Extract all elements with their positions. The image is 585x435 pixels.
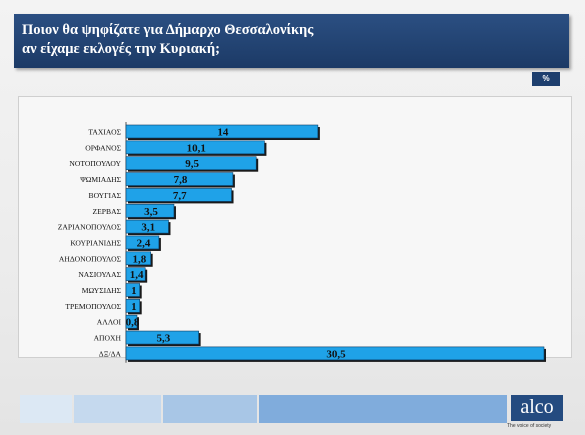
footer-block xyxy=(74,395,161,423)
bar xyxy=(125,124,319,139)
category-label: ΤΑΧΙΑΟΣ xyxy=(88,128,121,137)
bar xyxy=(125,235,160,250)
category-label: ΖΑΡΙΑΝΟΠΟΥΛΟΣ xyxy=(58,223,122,232)
category-label: ΑΛΛΟΙ xyxy=(97,318,122,327)
category-label: ΟΡΦΑΝΟΣ xyxy=(85,143,121,152)
value-label: 7,7 xyxy=(173,190,187,202)
title-line-2: αν είχαμε εκλογές την Κυριακή; xyxy=(22,41,220,57)
value-label: 3,1 xyxy=(141,222,155,234)
bar xyxy=(125,251,151,266)
alco-logo: alco xyxy=(511,395,563,421)
category-label: ΜΩΥΣΙΔΗΣ xyxy=(82,286,122,295)
category-label: ΨΩΜΙΑΔΗΣ xyxy=(80,175,121,184)
bar xyxy=(125,267,146,281)
title-line-1: Ποιον θα ψηφίζατε για Δήμαρχο Θεσσαλονίκ… xyxy=(22,22,314,38)
value-label: 3,5 xyxy=(144,206,158,218)
bar xyxy=(125,156,257,170)
bar xyxy=(125,203,175,218)
bar xyxy=(125,172,234,186)
bar xyxy=(125,330,199,345)
category-label: ΑΠΟΧΗ xyxy=(94,334,122,343)
category-label: ΔΞ/ΔΑ xyxy=(99,349,122,358)
value-label: 2,4 xyxy=(137,237,151,249)
value-label: 30,5 xyxy=(326,348,346,360)
value-label: 1 xyxy=(131,301,137,313)
category-label: ΑΗΔΟΝΟΠΟΥΛΟΣ xyxy=(59,254,122,263)
footer-block xyxy=(20,395,72,423)
category-label: ΖΕΡΒΑΣ xyxy=(93,207,122,216)
category-label: ΚΟΥΡΙΑΝΙΔΗΣ xyxy=(70,238,121,247)
value-label: 5,3 xyxy=(156,333,170,345)
value-label: 1 xyxy=(131,285,137,297)
footer-block xyxy=(259,395,507,423)
bar xyxy=(125,219,169,234)
footer-decoration xyxy=(20,395,507,423)
value-label: 1,4 xyxy=(130,269,144,281)
category-label: ΝΑΣΙΟΥΛΑΣ xyxy=(78,270,121,279)
value-label: 9,5 xyxy=(185,158,199,170)
bar xyxy=(125,299,141,313)
logo-tagline: The voice of society xyxy=(507,423,552,429)
category-label: ΝΟΤΟΠΟΥΛΟΥ xyxy=(69,159,121,168)
bar xyxy=(125,314,138,329)
bar xyxy=(125,188,232,202)
category-label: ΤΡΕΜΟΠΟΥΛΟΣ xyxy=(65,302,121,311)
title-banner: Ποιον θα ψηφίζατε για Δήμαρχο Θεσσαλονίκ… xyxy=(14,14,569,68)
value-label: 0,8 xyxy=(126,317,140,329)
value-label: 10,1 xyxy=(187,142,206,154)
value-label: 1,8 xyxy=(132,253,146,265)
footer-block xyxy=(163,395,257,423)
value-label: 14 xyxy=(217,127,229,139)
category-label: ΒΟΥΓΙΑΣ xyxy=(89,191,122,200)
bar xyxy=(125,346,545,361)
bar xyxy=(125,140,265,155)
value-label: 7,8 xyxy=(174,174,188,186)
unit-badge: % xyxy=(532,72,560,86)
bar xyxy=(125,283,141,297)
